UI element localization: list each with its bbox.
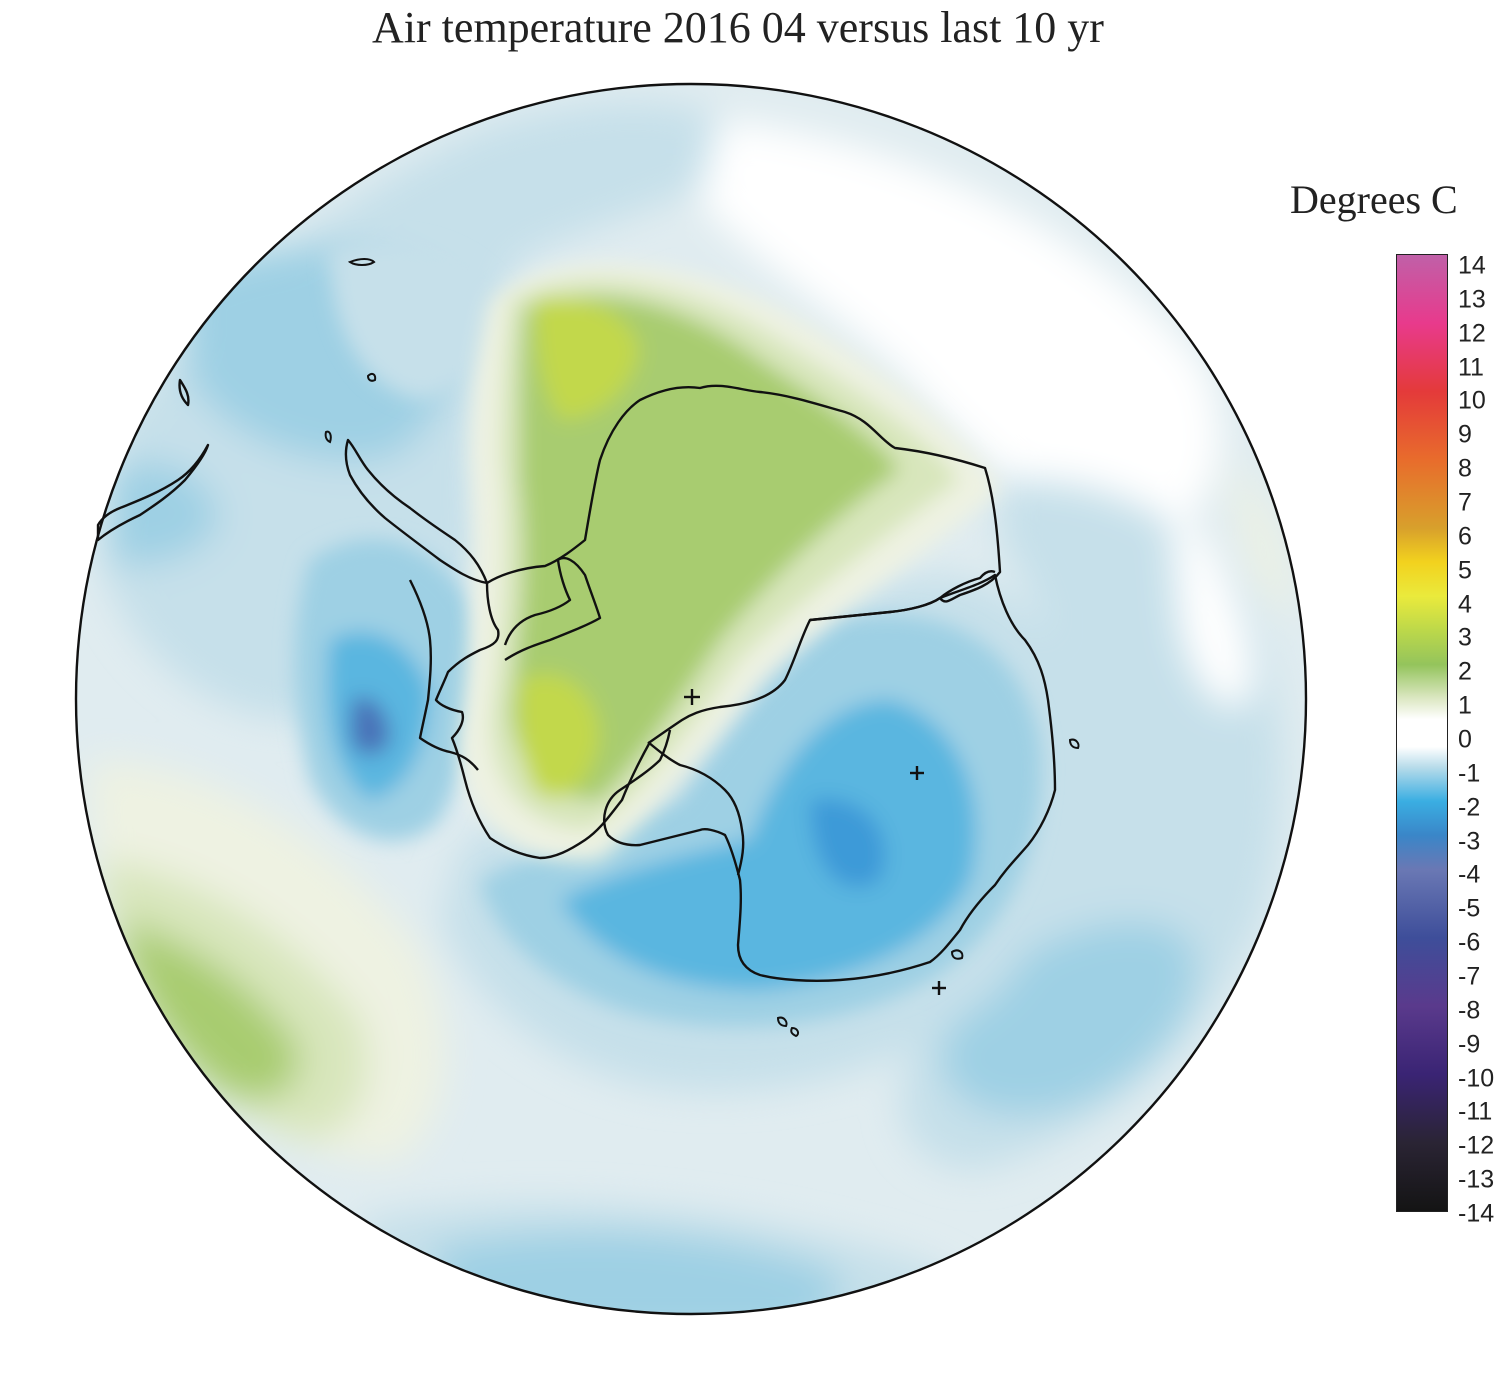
anomaly-field — [76, 84, 1306, 1314]
colorbar-tick-label: -13 — [1458, 1165, 1495, 1194]
colorbar-tick-label: -6 — [1458, 928, 1481, 957]
colorbar-tick-label: -7 — [1458, 962, 1481, 991]
anomaly-region-wilkes-land-cool-max — [810, 798, 886, 888]
colorbar-tick-label: 9 — [1458, 420, 1472, 449]
east-antarctica-coastline — [603, 573, 1057, 982]
station-marker — [910, 766, 924, 780]
colorbar-tick-label: 4 — [1458, 590, 1472, 619]
map-title: Air temperature 2016 04 versus last 10 y… — [372, 3, 1104, 52]
colorbar — [1396, 254, 1448, 1212]
anomaly-region-south-america-cool — [110, 462, 220, 564]
legend-units-label: Degrees C — [1290, 177, 1458, 222]
colorbar-tick-label: -12 — [1458, 1131, 1495, 1160]
peninsula-west-coast — [408, 579, 479, 771]
colorbar-tick-label: 5 — [1458, 556, 1472, 585]
anomaly-region-east-warm-edge — [1230, 460, 1290, 620]
south-america-coastline — [96, 443, 210, 542]
island-outline — [1068, 738, 1080, 750]
amery-ice-shelf-edge — [939, 570, 996, 599]
colorbar-tick-label: 11 — [1458, 353, 1484, 382]
station-markers — [684, 689, 946, 995]
anomaly-region-near-zero-north — [700, 120, 1220, 540]
colorbar-tick-label: -5 — [1458, 894, 1481, 923]
colorbar-tick-label: 8 — [1458, 454, 1472, 483]
anomaly-region-weddell-warm-core — [510, 296, 900, 800]
island-outline — [790, 1026, 800, 1038]
colorbar-tick-label: 10 — [1458, 386, 1486, 415]
colorbar-tick-label: -3 — [1458, 827, 1481, 856]
ross-ice-shelf-edge — [647, 741, 745, 876]
colorbar-tick-label: -4 — [1458, 860, 1481, 889]
colorbar-tick-label: 1 — [1458, 691, 1472, 720]
colorbar-tick-label: -14 — [1458, 1199, 1495, 1228]
island-outline — [366, 372, 377, 382]
colorbar-tick-label: 6 — [1458, 522, 1472, 551]
colorbar-tick-label: 14 — [1458, 251, 1486, 280]
colorbar-tick-label: -9 — [1458, 1030, 1481, 1059]
map-boundary-circle — [74, 82, 1308, 1316]
colorbar-tick-label: 7 — [1458, 488, 1472, 517]
colorbar-tick-labels: 14 13 12 11 10 9 8 7 6 5 4 3 2 1 0 -1 -2 -3 -4 -5 -6 -7 -8 -9 -1… — [1458, 0, 1500, 1376]
colorbar-tick-label: -11 — [1458, 1097, 1493, 1126]
anomaly-region-dronning-maud-warm-max — [535, 297, 640, 420]
anomaly-region-drake-passage-cool — [330, 242, 500, 400]
colorbar-tick-label: -2 — [1458, 793, 1481, 822]
station-marker — [684, 689, 700, 705]
colorbar-tick-label: 3 — [1458, 623, 1472, 652]
anomaly-region-pacific-warm-core — [120, 920, 300, 1100]
anomaly-region-east-antarctica-cool-core — [560, 700, 977, 990]
colorbar-tick-label: -10 — [1458, 1064, 1495, 1093]
colorbar-tick-label: 12 — [1458, 319, 1486, 348]
colorbar-tick-label: 0 — [1458, 725, 1472, 754]
island-outline — [950, 949, 964, 960]
island-outline — [347, 258, 376, 266]
tierra-del-fuego-coastline — [178, 378, 190, 407]
station-marker — [932, 981, 946, 995]
colorbar-tick-label: -1 — [1458, 759, 1481, 788]
antarctic-peninsula-coastline — [344, 438, 489, 585]
island-outline — [324, 430, 332, 444]
antarctica-coastline — [434, 384, 1002, 860]
anomaly-region-bellingshausen-cool-max — [350, 697, 390, 755]
anomaly-region-interior-warm-max — [518, 673, 600, 798]
coastlines — [96, 378, 1057, 982]
weddell-ice-shelf-edge — [503, 556, 602, 661]
islands — [324, 258, 1080, 1038]
colorbar-tick-label: 13 — [1458, 285, 1486, 314]
anomaly-region-near-zero-east — [1170, 500, 1252, 706]
colorbar-tick-label: -8 — [1458, 996, 1481, 1025]
island-outline — [776, 1016, 788, 1028]
colorbar-tick-label: 2 — [1458, 657, 1472, 686]
